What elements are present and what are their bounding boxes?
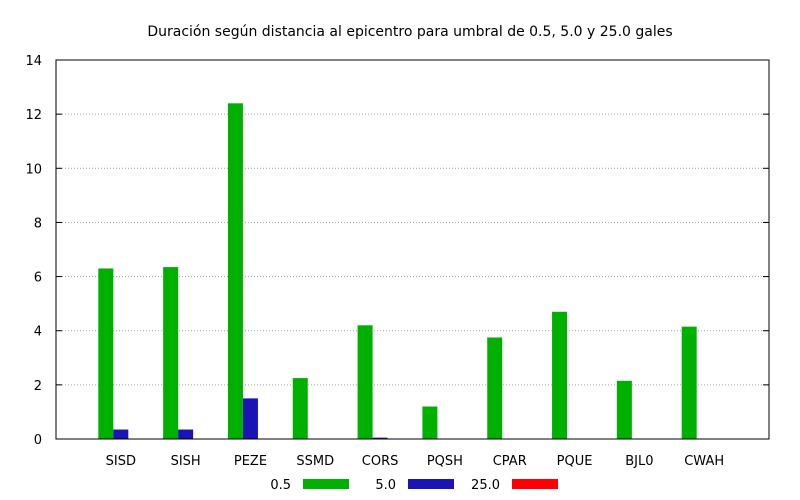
y-tick-label: 14 bbox=[25, 54, 42, 69]
chart-title: Duración según distancia al epicentro pa… bbox=[147, 24, 672, 40]
y-tick-label: 12 bbox=[25, 108, 42, 123]
bar-sisd-5-0 bbox=[113, 429, 129, 439]
legend-swatch bbox=[408, 479, 454, 489]
bar-pque-0-5 bbox=[552, 311, 568, 439]
bar-cors-0-5 bbox=[357, 325, 373, 439]
x-tick-label: BJL0 bbox=[625, 454, 653, 469]
legend-label: 5.0 bbox=[375, 478, 396, 493]
grid-lines bbox=[56, 113, 769, 386]
bars bbox=[98, 103, 697, 440]
x-tick-label: CPAR bbox=[493, 454, 527, 469]
y-axis: 0 2 4 6 8 10 12 14 bbox=[25, 54, 769, 448]
bar-cpar-0-5 bbox=[487, 337, 503, 439]
bar-sisd-0-5 bbox=[98, 268, 114, 439]
bar-cors-5-0 bbox=[372, 437, 388, 439]
x-tick-label: CWAH bbox=[684, 454, 724, 469]
x-tick-label: PQUE bbox=[557, 454, 593, 469]
x-tick-label: SISD bbox=[106, 454, 136, 469]
y-tick-label: 10 bbox=[25, 162, 42, 177]
legend-swatch bbox=[303, 479, 349, 489]
bar-sish-0-5 bbox=[163, 267, 179, 439]
x-tick-label: CORS bbox=[362, 454, 399, 469]
x-tick-label: PQSH bbox=[427, 454, 463, 469]
y-tick-label: 0 bbox=[34, 433, 42, 448]
bar-pqsh-0-5 bbox=[422, 406, 438, 439]
x-axis: SISD SISH PEZE SSMD CORS PQSH CPAR PQUE BJL0 CWAH bbox=[106, 454, 724, 469]
bar-ssmd-0-5 bbox=[292, 378, 308, 439]
bar-peze-5-0 bbox=[242, 398, 258, 439]
y-tick-label: 6 bbox=[34, 271, 42, 286]
y-tick-label: 4 bbox=[34, 325, 42, 340]
bar-cwah-0-5 bbox=[681, 326, 697, 439]
legend-label: 0.5 bbox=[270, 478, 291, 493]
x-tick-label: SSMD bbox=[296, 454, 334, 469]
bar-bjl0-0-5 bbox=[616, 380, 632, 439]
y-tick-label: 8 bbox=[34, 216, 42, 231]
legend-label: 25.0 bbox=[471, 478, 500, 493]
bar-peze-0-5 bbox=[227, 103, 243, 440]
bar-sish-5-0 bbox=[178, 429, 194, 439]
y-tick-label: 2 bbox=[34, 379, 42, 394]
plot-frame bbox=[55, 59, 770, 440]
x-tick-label: PEZE bbox=[234, 454, 267, 469]
legend: 0.5 5.0 25.0 bbox=[270, 478, 558, 493]
x-tick-label: SISH bbox=[171, 454, 201, 469]
legend-swatch bbox=[512, 479, 558, 489]
